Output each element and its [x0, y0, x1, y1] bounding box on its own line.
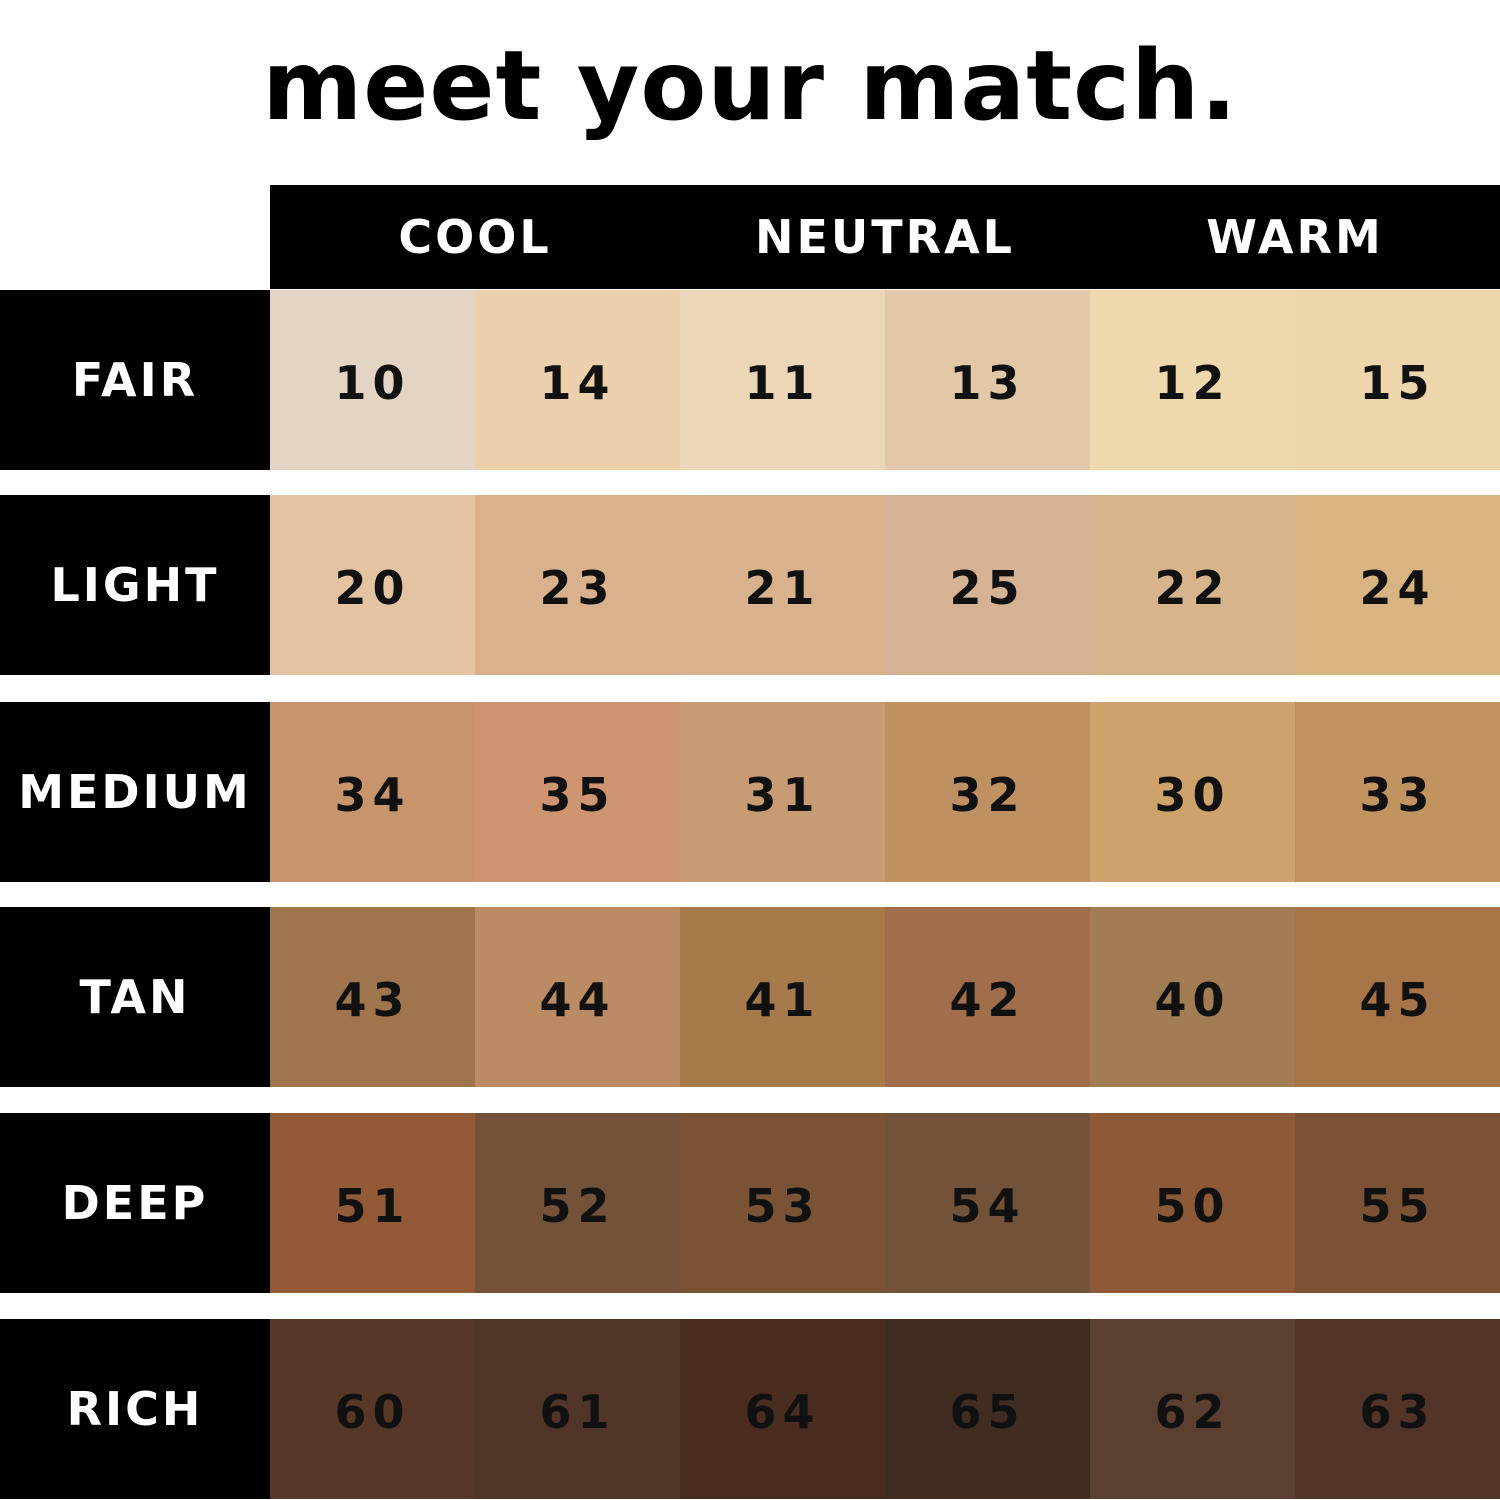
undertone-header: COOL NEUTRAL WARM — [270, 185, 1500, 289]
shade-swatch: 50 — [1090, 1113, 1295, 1293]
shade-swatch: 31 — [680, 702, 885, 882]
shade-row-tan: TAN 43 44 41 42 40 45 — [0, 907, 1500, 1087]
shade-swatch: 24 — [1295, 495, 1500, 675]
shade-swatch: 15 — [1295, 290, 1500, 470]
shade-swatch: 33 — [1295, 702, 1500, 882]
shade-swatch: 55 — [1295, 1113, 1500, 1293]
shade-swatch: 64 — [680, 1319, 885, 1499]
shade-swatch: 21 — [680, 495, 885, 675]
shade-row-medium: MEDIUM 34 35 31 32 30 33 — [0, 702, 1500, 882]
shade-row-fair: FAIR 10 14 11 13 12 15 — [0, 290, 1500, 470]
shade-swatch: 34 — [270, 702, 475, 882]
shade-swatch: 23 — [475, 495, 680, 675]
shade-swatch: 65 — [885, 1319, 1090, 1499]
shade-swatch: 13 — [885, 290, 1090, 470]
shade-swatch: 22 — [1090, 495, 1295, 675]
shade-row-deep: DEEP 51 52 53 54 50 55 — [0, 1113, 1500, 1293]
shade-swatch: 63 — [1295, 1319, 1500, 1499]
shade-swatch: 45 — [1295, 907, 1500, 1087]
row-label: LIGHT — [0, 495, 270, 675]
shade-swatch: 42 — [885, 907, 1090, 1087]
shade-swatch: 60 — [270, 1319, 475, 1499]
row-label: RICH — [0, 1319, 270, 1499]
shade-swatch: 54 — [885, 1113, 1090, 1293]
shade-swatch: 35 — [475, 702, 680, 882]
shade-swatch: 20 — [270, 495, 475, 675]
column-header-neutral: NEUTRAL — [755, 210, 1015, 264]
shade-swatch: 10 — [270, 290, 475, 470]
shade-swatch: 61 — [475, 1319, 680, 1499]
page-title: meet your match. — [262, 30, 1238, 142]
shade-swatch: 25 — [885, 495, 1090, 675]
row-label: FAIR — [0, 290, 270, 470]
column-header-warm: WARM — [1206, 210, 1384, 264]
shade-swatch: 14 — [475, 290, 680, 470]
shade-swatch: 32 — [885, 702, 1090, 882]
row-label: DEEP — [0, 1113, 270, 1293]
shade-swatch: 30 — [1090, 702, 1295, 882]
shade-swatch: 53 — [680, 1113, 885, 1293]
column-header-cool: COOL — [398, 210, 552, 264]
shade-swatch: 52 — [475, 1113, 680, 1293]
row-label: TAN — [0, 907, 270, 1087]
shade-swatch: 43 — [270, 907, 475, 1087]
shade-row-rich: RICH 60 61 64 65 62 63 — [0, 1319, 1500, 1499]
shade-swatch: 41 — [680, 907, 885, 1087]
shade-row-light: LIGHT 20 23 21 25 22 24 — [0, 495, 1500, 675]
shade-swatch: 11 — [680, 290, 885, 470]
row-label: MEDIUM — [0, 702, 270, 882]
shade-swatch: 51 — [270, 1113, 475, 1293]
shade-swatch: 44 — [475, 907, 680, 1087]
shade-swatch: 12 — [1090, 290, 1295, 470]
shade-swatch: 62 — [1090, 1319, 1295, 1499]
shade-swatch: 40 — [1090, 907, 1295, 1087]
